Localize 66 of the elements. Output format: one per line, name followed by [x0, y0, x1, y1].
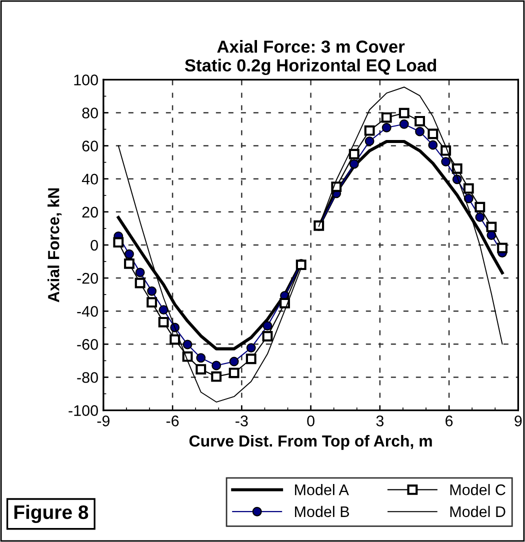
point [170, 334, 180, 345]
x-tick-label: 6 [446, 416, 453, 426]
y-tick-label: 100 [74, 74, 98, 86]
point [147, 286, 157, 296]
legend-label: Model B [295, 506, 350, 518]
y-tick-label: 80 [82, 108, 98, 118]
point [381, 112, 392, 123]
point [246, 343, 256, 353]
point [415, 126, 425, 136]
point [158, 316, 169, 328]
point [399, 119, 409, 129]
point [349, 159, 359, 169]
y-tick-label: -80 [77, 372, 98, 383]
point [497, 242, 508, 254]
point [146, 297, 158, 308]
y-tick-label: -20 [77, 272, 98, 284]
point [364, 136, 374, 146]
x-tick-label: -3 [236, 416, 248, 426]
point [464, 194, 474, 204]
x-tick-label: -6 [166, 416, 179, 426]
point [398, 108, 410, 118]
y-tick-label: 20 [82, 206, 98, 218]
point [196, 364, 206, 375]
legend-label: Model A [295, 484, 349, 496]
point [196, 353, 206, 363]
point [135, 268, 145, 278]
point [428, 128, 438, 140]
x-tick-label: 0 [307, 416, 314, 426]
point [182, 340, 192, 350]
point [124, 249, 134, 259]
x-tick-label: 9 [514, 416, 522, 426]
point [428, 140, 438, 150]
point [441, 156, 451, 166]
legend-label: Model C [450, 484, 506, 496]
point [229, 356, 239, 366]
x-axis-title: Curve Dist. From Top of Arch, m [189, 434, 432, 450]
y-tick-label: 60 [82, 140, 98, 152]
point [158, 305, 168, 315]
point [262, 321, 272, 331]
point [113, 237, 124, 248]
point [463, 183, 474, 194]
caption: Figure 8 [14, 504, 88, 524]
x-tick-label: 3 [376, 416, 384, 426]
y-axis-title: Axial Force, kN [48, 188, 62, 302]
point [486, 222, 497, 232]
point [246, 354, 256, 364]
y-tick-label: -100 [68, 405, 98, 416]
point [211, 371, 222, 382]
point [228, 368, 240, 378]
chart-title: Axial Force: 3 m Cover Static 0.2g Horizontal EQ Load [184, 40, 436, 76]
point [124, 258, 134, 269]
x-tick-label: -9 [97, 416, 110, 426]
point [134, 278, 146, 288]
point [212, 360, 222, 370]
point [382, 122, 392, 132]
point [364, 125, 375, 136]
legend-label: Model D [450, 506, 506, 518]
point [474, 202, 486, 212]
point [414, 116, 425, 126]
y-tick-label: -60 [77, 339, 98, 350]
y-tick-label: 0 [90, 240, 98, 251]
y-tick-label: -40 [77, 306, 98, 317]
point [262, 331, 273, 342]
y-tick-label: 40 [82, 174, 98, 185]
point [348, 148, 360, 160]
point [475, 212, 485, 222]
